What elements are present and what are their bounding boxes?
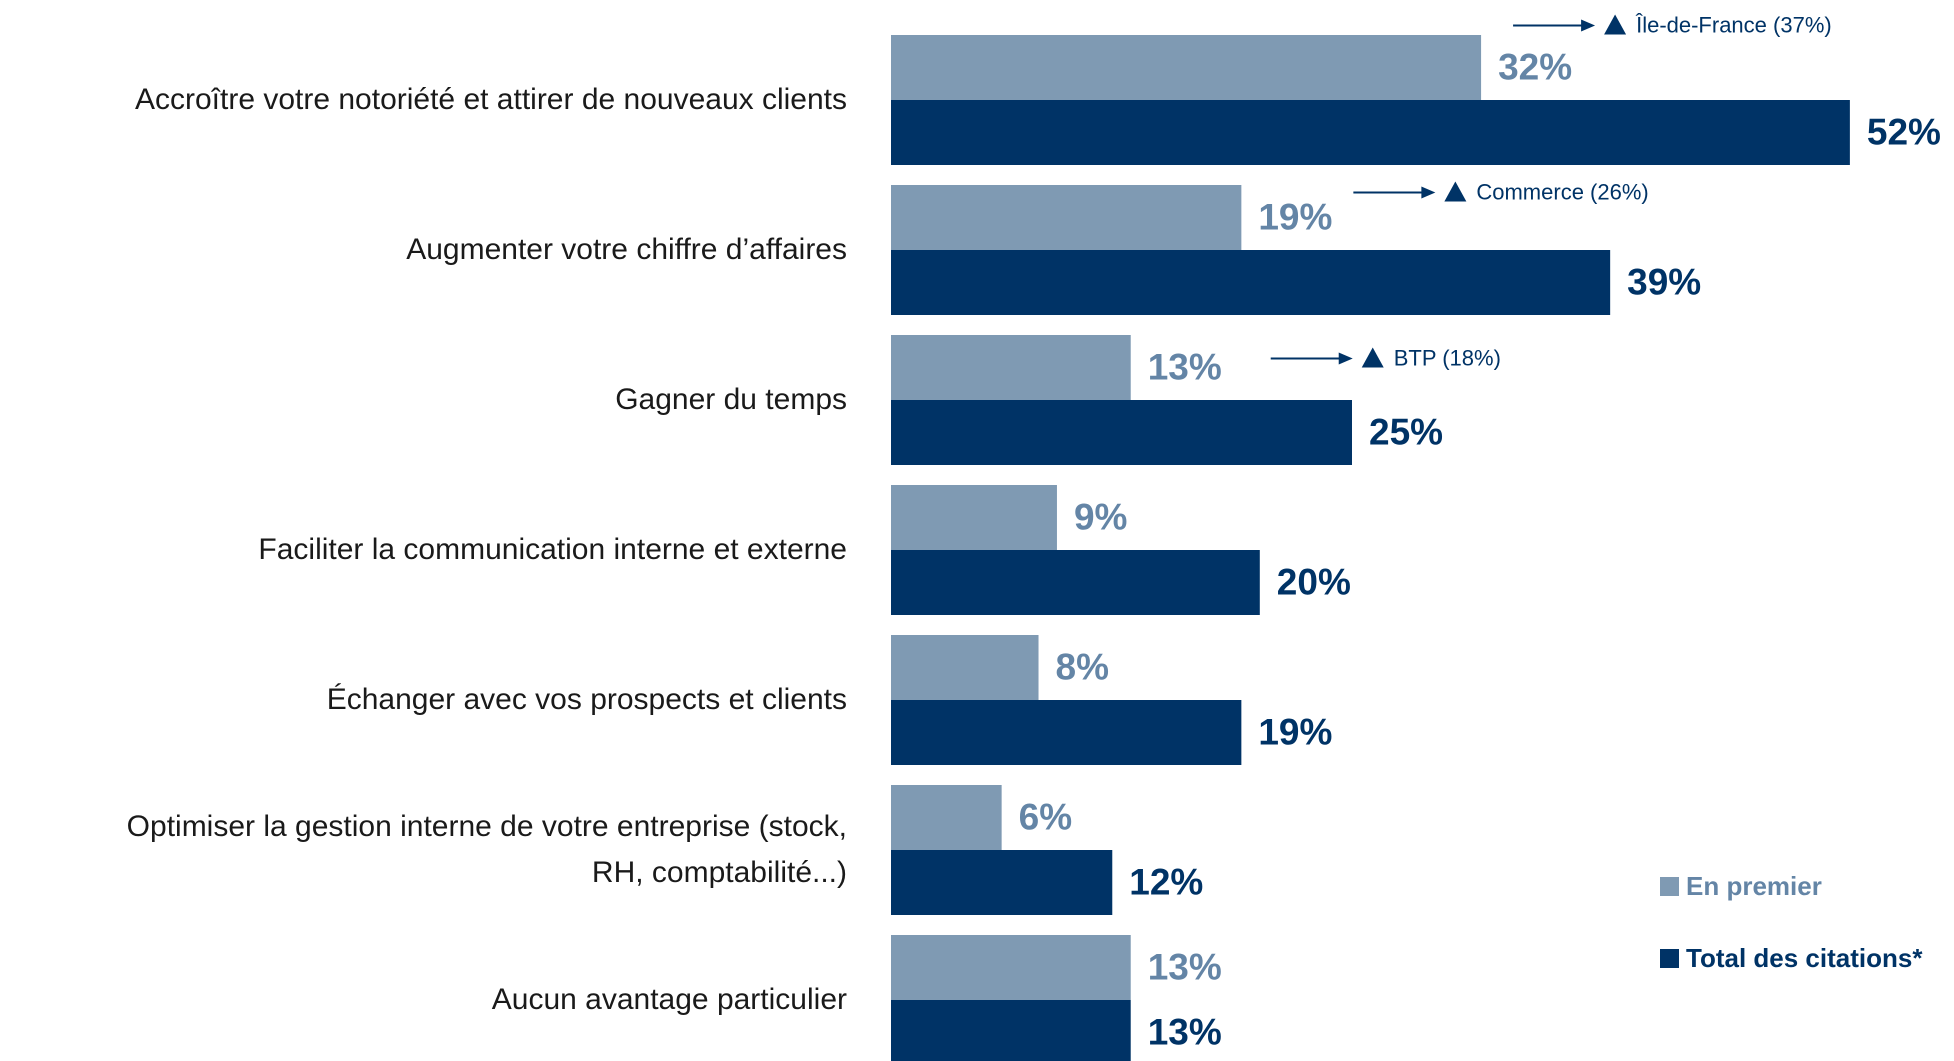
legend-swatch <box>1660 877 1679 896</box>
bar <box>891 335 1131 400</box>
value-label: 6% <box>1019 796 1072 837</box>
annotation: Commerce (26%) <box>1476 179 1648 204</box>
category-label: Optimiser la gestion interne de votre en… <box>126 810 847 889</box>
bar <box>891 850 1113 915</box>
value-label: 52% <box>1867 111 1941 152</box>
bar <box>891 185 1242 250</box>
annotation: BTP (18%) <box>1394 345 1501 370</box>
value-label: 13% <box>1148 1011 1222 1052</box>
bar <box>891 550 1260 615</box>
legend-label: Total des citations* <box>1686 943 1923 973</box>
value-label: 25% <box>1369 411 1443 452</box>
bar <box>891 400 1352 465</box>
bar <box>891 635 1039 700</box>
bar <box>891 485 1057 550</box>
bar <box>891 1000 1131 1061</box>
category-label: Faciliter la communication interne et ex… <box>258 533 847 566</box>
category-label: Gagner du temps <box>615 383 847 416</box>
up-triangle <box>1444 181 1467 202</box>
value-label: 19% <box>1258 711 1332 752</box>
bar <box>891 35 1482 100</box>
bar <box>891 250 1611 315</box>
bar <box>891 935 1131 1000</box>
value-label: 19% <box>1258 196 1332 237</box>
value-label: 13% <box>1148 946 1222 987</box>
category-label: Accroître votre notoriété et attirer de … <box>134 83 847 116</box>
category-label: Augmenter votre chiffre d’affaires <box>406 233 847 266</box>
bar <box>891 100 1850 165</box>
arrow-head <box>1421 186 1436 199</box>
legend-swatch <box>1660 949 1679 968</box>
up-triangle <box>1604 14 1627 35</box>
annotation: Île-de-France (37%) <box>1635 12 1832 37</box>
bar <box>891 700 1242 765</box>
value-label: 13% <box>1148 346 1222 387</box>
value-label: 8% <box>1056 646 1109 687</box>
up-triangle <box>1361 347 1384 368</box>
value-label: 32% <box>1498 46 1572 87</box>
value-label: 9% <box>1074 496 1127 537</box>
bar <box>891 785 1002 850</box>
arrow-head <box>1581 19 1596 32</box>
value-label: 12% <box>1129 861 1203 902</box>
category-label: Aucun avantage particulier <box>491 983 847 1016</box>
arrow-head <box>1338 352 1353 365</box>
value-label: 20% <box>1277 561 1351 602</box>
category-label: Échanger avec vos prospects et clients <box>326 683 847 716</box>
value-label: 39% <box>1627 261 1701 302</box>
legend-label: En premier <box>1686 871 1822 901</box>
